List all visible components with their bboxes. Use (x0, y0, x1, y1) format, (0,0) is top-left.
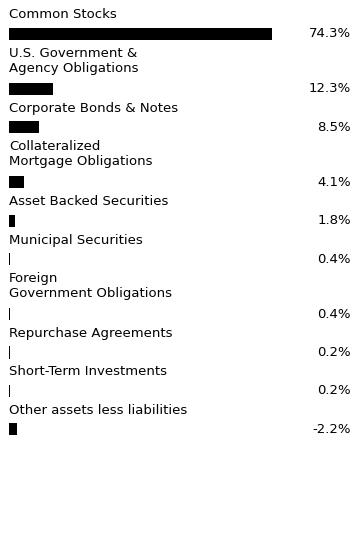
Text: 0.2%: 0.2% (318, 346, 351, 359)
Text: 12.3%: 12.3% (309, 82, 351, 96)
Text: 1.8%: 1.8% (318, 214, 351, 227)
Text: Repurchase Agreements: Repurchase Agreements (9, 327, 172, 340)
Bar (9, 215, 15, 227)
Text: Collateralized
Mortgage Obligations: Collateralized Mortgage Obligations (9, 140, 153, 168)
Bar (9, 308, 10, 320)
Text: 0.4%: 0.4% (318, 252, 351, 266)
Text: 4.1%: 4.1% (318, 176, 351, 189)
Bar (9, 28, 272, 40)
Text: Short-Term Investments: Short-Term Investments (9, 365, 167, 378)
Text: Asset Backed Securities: Asset Backed Securities (9, 195, 168, 208)
Bar (9, 423, 17, 435)
Text: 0.2%: 0.2% (318, 384, 351, 398)
Bar (9, 83, 53, 95)
Text: -2.2%: -2.2% (312, 423, 351, 436)
Text: 0.4%: 0.4% (318, 307, 351, 321)
Text: U.S. Government &
Agency Obligations: U.S. Government & Agency Obligations (9, 47, 139, 75)
Text: Municipal Securities: Municipal Securities (9, 234, 143, 246)
Bar (9, 346, 10, 359)
Text: Foreign
Government Obligations: Foreign Government Obligations (9, 272, 172, 300)
Bar (9, 385, 10, 397)
Bar (9, 176, 23, 188)
Bar (9, 253, 10, 265)
Text: 8.5%: 8.5% (318, 121, 351, 134)
Bar (9, 121, 39, 133)
Text: Other assets less liabilities: Other assets less liabilities (9, 404, 187, 416)
Text: 74.3%: 74.3% (309, 27, 351, 41)
Text: Common Stocks: Common Stocks (9, 8, 117, 21)
Text: Corporate Bonds & Notes: Corporate Bonds & Notes (9, 102, 178, 115)
